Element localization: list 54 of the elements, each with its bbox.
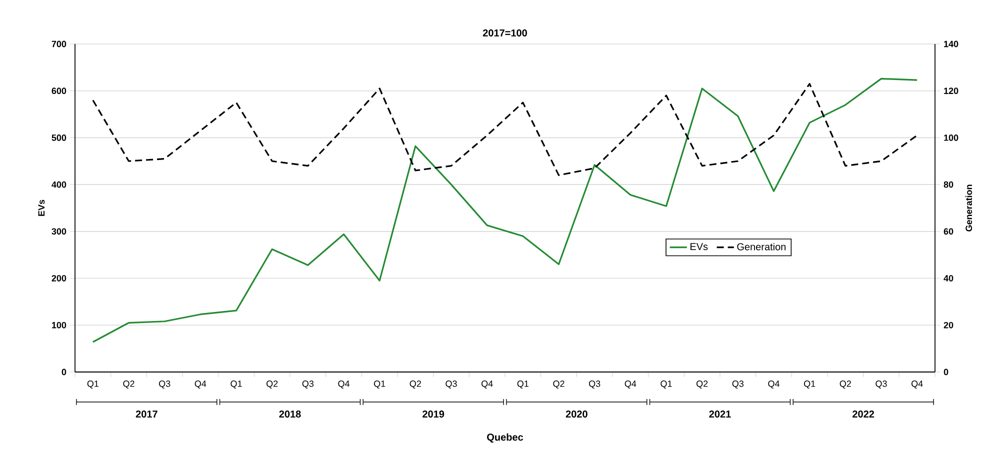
x-tick-label: Q3: [159, 380, 170, 388]
legend-label: EVs: [690, 243, 708, 250]
x-tick-label: Q3: [876, 380, 887, 388]
y2-tick-label: 40: [944, 275, 954, 282]
text: 2020: [566, 410, 588, 418]
x-tick-label: Q1: [87, 380, 98, 388]
y2-tick-label: 20: [944, 322, 954, 328]
y2-tick-label: 80: [944, 181, 954, 188]
y2-axis-title: Generation: [965, 184, 972, 232]
x-tick-label: Q1: [660, 380, 672, 388]
y-tick-label: 700: [52, 40, 66, 48]
x-tick-label: Q1: [517, 380, 528, 388]
text: 2022: [852, 410, 874, 418]
y2-tick-label: 120: [944, 88, 958, 94]
x-tick-label: Q1: [374, 380, 386, 388]
x-tick-label: Q2: [840, 380, 851, 388]
text: 2019: [422, 410, 444, 418]
x-tick-label: Q2: [123, 380, 134, 388]
y-tick-label: 300: [52, 228, 66, 235]
x-tick-label: Q1: [804, 380, 816, 388]
x-tick-label: Q2: [553, 380, 564, 388]
x-tick-label: Q2: [266, 380, 278, 388]
y2-tick-label: 0: [944, 368, 948, 376]
y-tick-label: 200: [52, 275, 66, 282]
y2-tick-label: 140: [944, 40, 958, 48]
y-tick-label: 500: [52, 134, 66, 141]
line-series: [92, 78, 918, 343]
text: 2018: [279, 410, 301, 418]
text: 2017: [136, 410, 158, 418]
x-tick-label: Q3: [302, 380, 314, 388]
y-tick-label: 100: [52, 322, 66, 328]
y-tick-label: 400: [52, 181, 66, 188]
legend-label: Generation: [737, 242, 786, 250]
x-tick-label: Q4: [624, 380, 636, 388]
y-tick-label: 0: [62, 368, 66, 376]
y2-tick-label: 60: [944, 228, 954, 235]
x-tick-label: Q4: [912, 380, 923, 388]
x-tick-label: Q1: [230, 380, 242, 388]
text: 2021: [709, 410, 731, 418]
y-tick-label: 600: [52, 88, 66, 94]
x-tick-label: Q4: [768, 380, 780, 388]
x-tick-label: Q2: [410, 380, 421, 388]
x-tick-label: Q4: [482, 380, 493, 388]
x-tick-label: Q3: [446, 380, 457, 388]
y-axis-title: EVs: [38, 200, 45, 216]
y2-tick-label: 100: [944, 134, 958, 141]
x-tick-label: Q3: [732, 380, 744, 388]
line-series: [92, 83, 918, 176]
x-axis-title: Quebec: [487, 433, 524, 443]
x-tick-label: Q4: [338, 380, 350, 388]
x-tick-label: Q2: [696, 380, 708, 388]
x-tick-label: Q4: [194, 380, 206, 388]
x-tick-label: Q3: [589, 380, 600, 388]
chart-title: 2017=100: [482, 29, 527, 36]
